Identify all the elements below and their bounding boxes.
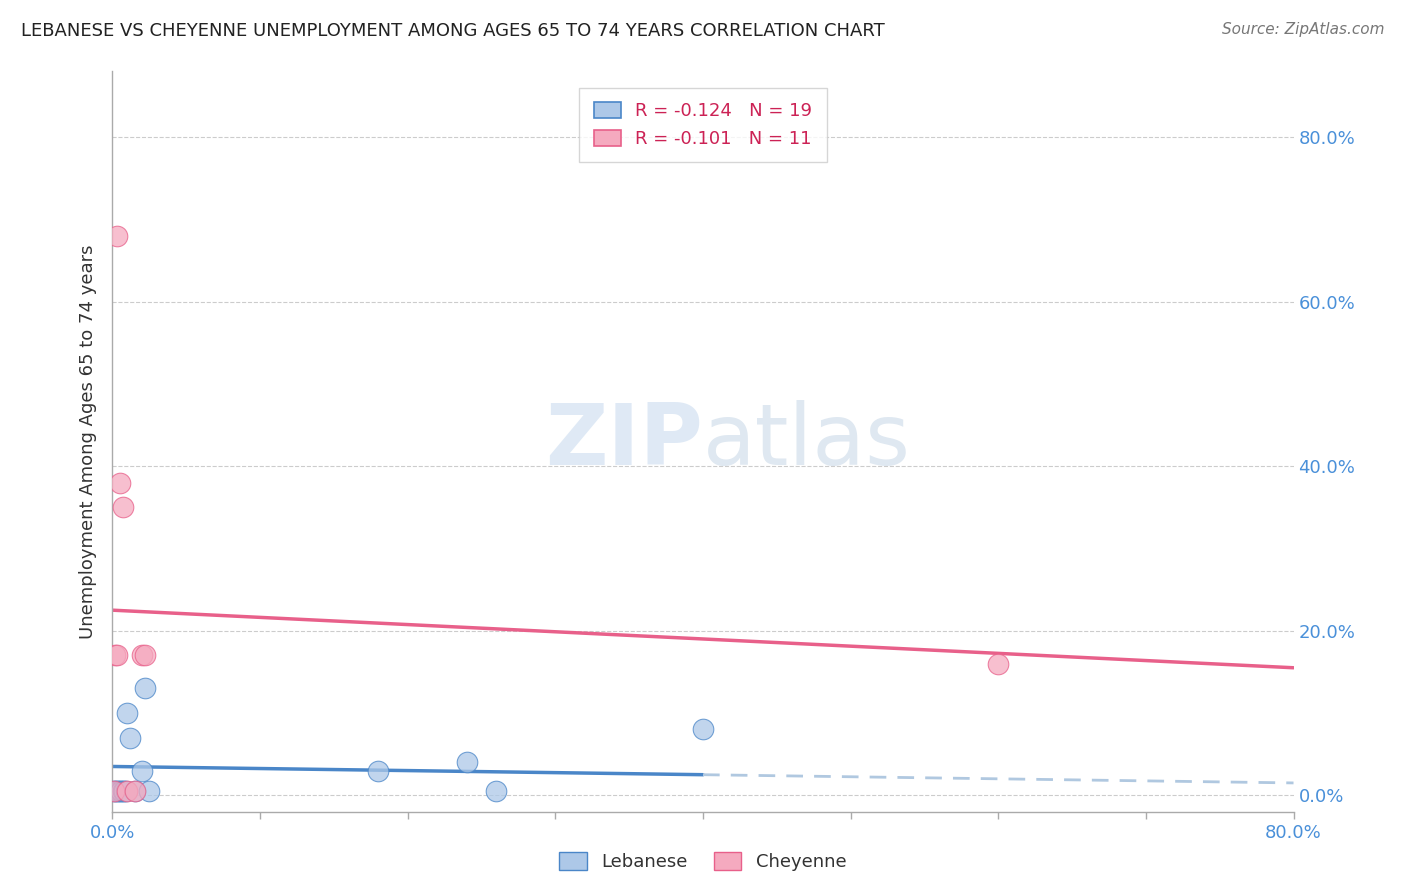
Point xyxy=(112,784,135,798)
Text: ZIP: ZIP xyxy=(546,400,703,483)
Point xyxy=(692,723,714,737)
Point xyxy=(108,784,131,798)
Text: LEBANESE VS CHEYENNE UNEMPLOYMENT AMONG AGES 65 TO 74 YEARS CORRELATION CHART: LEBANESE VS CHEYENNE UNEMPLOYMENT AMONG … xyxy=(21,22,884,40)
Point xyxy=(104,784,127,798)
Point xyxy=(117,706,138,720)
Y-axis label: Unemployment Among Ages 65 to 74 years: Unemployment Among Ages 65 to 74 years xyxy=(79,244,97,639)
Point xyxy=(114,784,136,798)
Text: Source: ZipAtlas.com: Source: ZipAtlas.com xyxy=(1222,22,1385,37)
Point xyxy=(120,731,142,745)
Point xyxy=(104,648,127,663)
Point xyxy=(105,648,128,663)
Point xyxy=(107,784,129,798)
Point xyxy=(105,784,128,798)
Point xyxy=(456,756,478,770)
Point xyxy=(131,764,153,778)
Point xyxy=(108,475,131,490)
Point xyxy=(111,784,134,798)
Point xyxy=(117,784,138,798)
Point xyxy=(103,784,125,798)
Point xyxy=(367,764,389,778)
Point xyxy=(103,784,125,798)
Legend: R = -0.124   N = 19, R = -0.101   N = 11: R = -0.124 N = 19, R = -0.101 N = 11 xyxy=(579,87,827,162)
Point xyxy=(138,784,160,798)
Point xyxy=(124,784,146,798)
Text: atlas: atlas xyxy=(703,400,911,483)
Point xyxy=(131,648,153,663)
Point xyxy=(134,648,156,663)
Point xyxy=(987,657,1010,671)
Point xyxy=(485,784,508,798)
Point xyxy=(124,784,146,798)
Point xyxy=(111,500,134,515)
Point xyxy=(110,784,132,798)
Point xyxy=(134,681,156,696)
Point xyxy=(105,228,128,243)
Legend: Lebanese, Cheyenne: Lebanese, Cheyenne xyxy=(553,846,853,879)
